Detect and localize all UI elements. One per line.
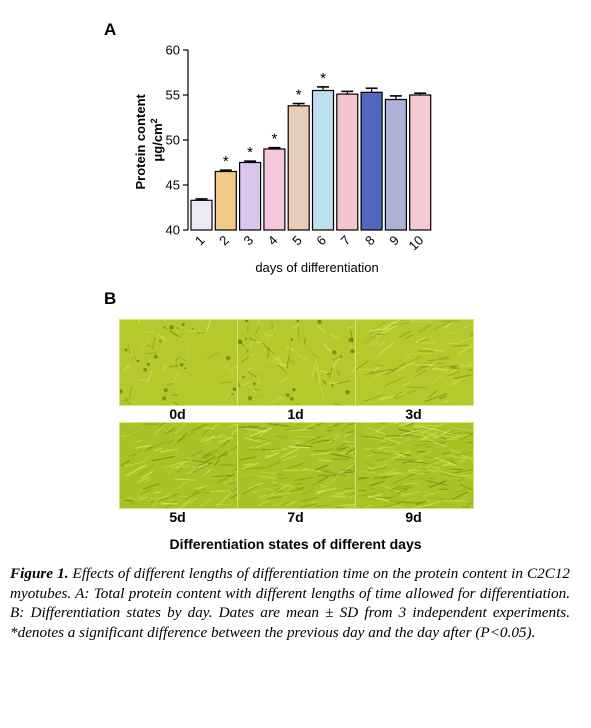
bar-day-9 bbox=[384, 98, 407, 231]
section-title: Differentiation states of different days bbox=[169, 536, 422, 552]
micrograph-1d bbox=[237, 319, 356, 406]
micrograph-9d bbox=[355, 422, 474, 509]
bars: * * * * * bbox=[190, 70, 432, 231]
bar-day-4 bbox=[263, 148, 286, 231]
x-tick-label: 2 bbox=[216, 233, 232, 249]
bar-day-1 bbox=[190, 199, 213, 231]
micrograph-7d bbox=[237, 422, 356, 509]
x-tick-labels: 1 2 3 4 5 6 7 8 9 10 bbox=[192, 233, 426, 254]
y-axis: 40 45 50 55 60 bbox=[166, 43, 189, 238]
x-tick-label: 9 bbox=[386, 233, 402, 249]
micrograph-label: 1d bbox=[287, 406, 304, 422]
y-axis-label: Protein content μg/cm2 bbox=[133, 91, 165, 190]
y-tick-label: 40 bbox=[166, 223, 180, 238]
significance-marker: * bbox=[223, 153, 229, 170]
bar-day-2 bbox=[214, 170, 237, 231]
x-tick-label: 3 bbox=[240, 233, 256, 249]
x-tick-label: 7 bbox=[338, 233, 354, 249]
panel-b-label: B bbox=[104, 289, 117, 308]
micrograph-label: 3d bbox=[405, 406, 422, 422]
y-tick-label: 55 bbox=[166, 88, 180, 103]
y-tick-label: 45 bbox=[166, 178, 180, 193]
y-axis-unit: μg/cm2 bbox=[149, 118, 165, 161]
significance-marker: * bbox=[271, 131, 277, 148]
x-tick-label: 8 bbox=[362, 233, 378, 249]
micrograph-label: 0d bbox=[169, 406, 186, 422]
micrograph-label: 7d bbox=[287, 509, 304, 525]
bar-day-6 bbox=[311, 89, 335, 231]
x-tick-label: 10 bbox=[405, 233, 426, 254]
micrograph-3d bbox=[355, 319, 474, 406]
y-tick-label: 50 bbox=[166, 133, 180, 148]
x-tick-label: 5 bbox=[289, 233, 305, 249]
bar-day-8 bbox=[360, 91, 383, 231]
micrograph-label: 9d bbox=[405, 509, 422, 525]
panel-a-label: A bbox=[104, 20, 117, 39]
y-tick-label: 60 bbox=[166, 43, 180, 58]
micrograph-label: 5d bbox=[169, 509, 186, 525]
x-tick-label: 6 bbox=[313, 233, 329, 249]
figure-caption: Figure 1. Effects of different lengths o… bbox=[10, 564, 570, 642]
caption-text: Effects of different lengths of differen… bbox=[10, 565, 571, 641]
significance-marker: * bbox=[296, 87, 302, 104]
x-axis-label: days of differentiation bbox=[255, 260, 378, 275]
bar-day-5 bbox=[287, 105, 310, 231]
significance-marker: * bbox=[247, 144, 253, 161]
bar-day-3 bbox=[239, 161, 262, 231]
x-tick-label: 4 bbox=[265, 233, 281, 249]
figure-label: Figure 1. bbox=[10, 565, 69, 582]
bar-day-7 bbox=[336, 93, 359, 231]
bar-day-10 bbox=[409, 94, 432, 231]
micrograph-5d bbox=[119, 422, 238, 509]
micrograph-0d bbox=[119, 319, 238, 406]
x-tick-label: 1 bbox=[192, 233, 208, 249]
significance-marker: * bbox=[320, 70, 326, 87]
